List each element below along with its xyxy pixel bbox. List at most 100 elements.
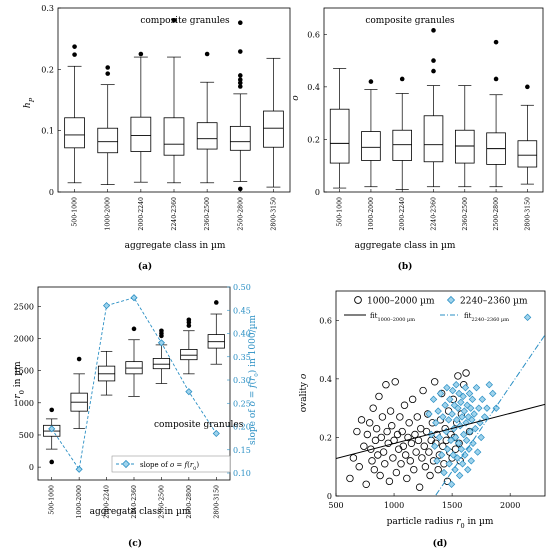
scatter-diamond-point (448, 410, 456, 418)
panel-c-slope-marker (48, 425, 56, 433)
panel-c-ytick-label: 1000 (14, 399, 34, 408)
outlier-point (186, 323, 192, 328)
panel-c-y2tick-label: 0.25 (233, 399, 251, 408)
scatter-diamond-point (468, 395, 477, 404)
panel-a-box-5 (196, 51, 218, 184)
box-iqr (97, 127, 119, 154)
panel-c-box-5 (152, 328, 171, 384)
fit-line-1 (336, 403, 545, 459)
panel-c-y2tick-label: 0.40 (233, 330, 251, 339)
scatter-circle-point (413, 413, 421, 421)
scatter-circle-point (439, 442, 447, 450)
scatter-circle-point (401, 451, 410, 459)
panel-a: 0 0.1 0.2 0.3 500-1000 1000-2000 2000-2240 2240… (23, 4, 291, 272)
scatter-diamond-point (441, 401, 449, 409)
legend-fit-2: fit2240–2360 µm (464, 312, 509, 323)
panel-c-slope-marker (157, 339, 165, 347)
scatter-circle-point (384, 439, 392, 447)
panel-b-box-5 (454, 85, 475, 188)
scatter-diamond-point (469, 439, 477, 447)
scatter-diamond-point (471, 424, 480, 433)
panel-a-caption: (a) (138, 261, 152, 272)
panel-c-plot: 0 500 1000 1500 2000 2500 500-1000 1000-2000 200… (14, 283, 251, 519)
panel-b-box-4 (423, 28, 444, 188)
panel-c-ytick-label: 500 (19, 431, 34, 440)
panel-c-y2tick-label: 0.45 (233, 306, 251, 315)
outlier-point (493, 39, 499, 45)
panel-b-box-7 (517, 84, 538, 185)
scatter-circle-point (379, 448, 388, 456)
scatter-circle-point (408, 395, 417, 404)
scatter-circle-point (434, 465, 442, 474)
scatter-circle-point (415, 483, 424, 491)
panel-b: 0 0.2 0.4 0.6 500-1000 1000-2000 2000-2240 2240… (291, 7, 544, 272)
panel-d-xtick-label: 500 (328, 501, 343, 510)
scatter-circle-point (407, 439, 416, 447)
box-iqr (163, 117, 185, 156)
panel-a-box-4 (163, 17, 185, 184)
panel-c-slope-marker (103, 302, 111, 310)
scatter-diamond-point (489, 389, 497, 398)
panel-c-xlabel: aggregate class in µm (90, 507, 191, 517)
panel-c-ytick-label: 1500 (14, 367, 34, 376)
panel-c-y2tick-label: 0.15 (233, 446, 251, 455)
panel-b-xtick-label: 2000-2240 (399, 197, 406, 231)
box-iqr (517, 140, 538, 168)
outlier-point (72, 52, 77, 57)
scatter-diamond-point (446, 395, 454, 404)
scatter-circle-point (365, 419, 374, 427)
scatter-diamond-point (466, 404, 475, 412)
panel-a-xtick-label: 2000-2240 (138, 197, 145, 231)
scatter-diamond-point (445, 460, 453, 468)
scatter-circle-point (420, 442, 428, 450)
panel-b-xtick-label: 500-1000 (337, 197, 344, 227)
panel-c-y2tick-label: 0.10 (233, 469, 251, 478)
box-iqr (180, 349, 198, 361)
panel-c-box-6 (180, 317, 198, 375)
panel-d-ytick-label: 0.4 (319, 375, 332, 384)
outlier-point (131, 326, 137, 332)
panel-a-annotation: composite granules (140, 16, 230, 26)
scatter-circle-point (370, 465, 379, 474)
scatter-circle-point (412, 448, 420, 456)
scatter-diamond-point (433, 457, 441, 465)
scatter-diamond-point (470, 410, 478, 418)
scatter-diamond-point (483, 404, 491, 412)
panel-a-box-1 (64, 44, 85, 184)
legend-series-1: 1000–2000 µm (367, 297, 435, 307)
scatter-diamond-point (455, 471, 464, 480)
scatter-circle-point (410, 465, 418, 474)
outlier-point (431, 68, 436, 74)
panel-c-box-7 (207, 300, 225, 365)
panel-c-xtick-label: 2360-2500 (158, 485, 165, 519)
scatter-diamond-point (437, 451, 446, 459)
scatter-circle-point (353, 427, 361, 436)
panel-d-ytick-label: 0.6 (319, 316, 332, 325)
scatter-circle-point (368, 457, 376, 465)
scatter-diamond-point (454, 404, 462, 412)
scatter-diamond-point (478, 395, 486, 404)
panel-b-ytick-label: 0.6 (307, 30, 320, 39)
legend-fit-1: fit1000–2000 µm (370, 312, 415, 323)
scatter-diamond-point (457, 445, 466, 453)
box-iqr (130, 116, 152, 152)
panel-d-ytick-label: 0.2 (319, 433, 332, 442)
outlier-point (493, 76, 499, 82)
panel-d-ytick-label: 0 (327, 492, 332, 501)
panel-c-legend-marker (121, 459, 131, 469)
scatter-circle-point (404, 433, 412, 442)
box-iqr (454, 129, 475, 164)
outlier-point (237, 84, 243, 89)
scatter-diamond-point (443, 445, 452, 453)
panel-c-legend: slope of o = f(r0) (111, 455, 231, 473)
scatter-diamond-point (477, 433, 485, 442)
scatter-diamond-point (432, 419, 440, 427)
scatter-circle-point (400, 401, 409, 409)
panel-c-xtick-label: 2800-3150 (213, 485, 220, 519)
scatter-circle-point (395, 445, 403, 453)
panel-b-ytick-label: 0.4 (307, 83, 320, 92)
box-iqr (361, 131, 381, 161)
scatter-circle-point (399, 442, 408, 450)
panel-c-annotation: composite granules (154, 420, 244, 430)
